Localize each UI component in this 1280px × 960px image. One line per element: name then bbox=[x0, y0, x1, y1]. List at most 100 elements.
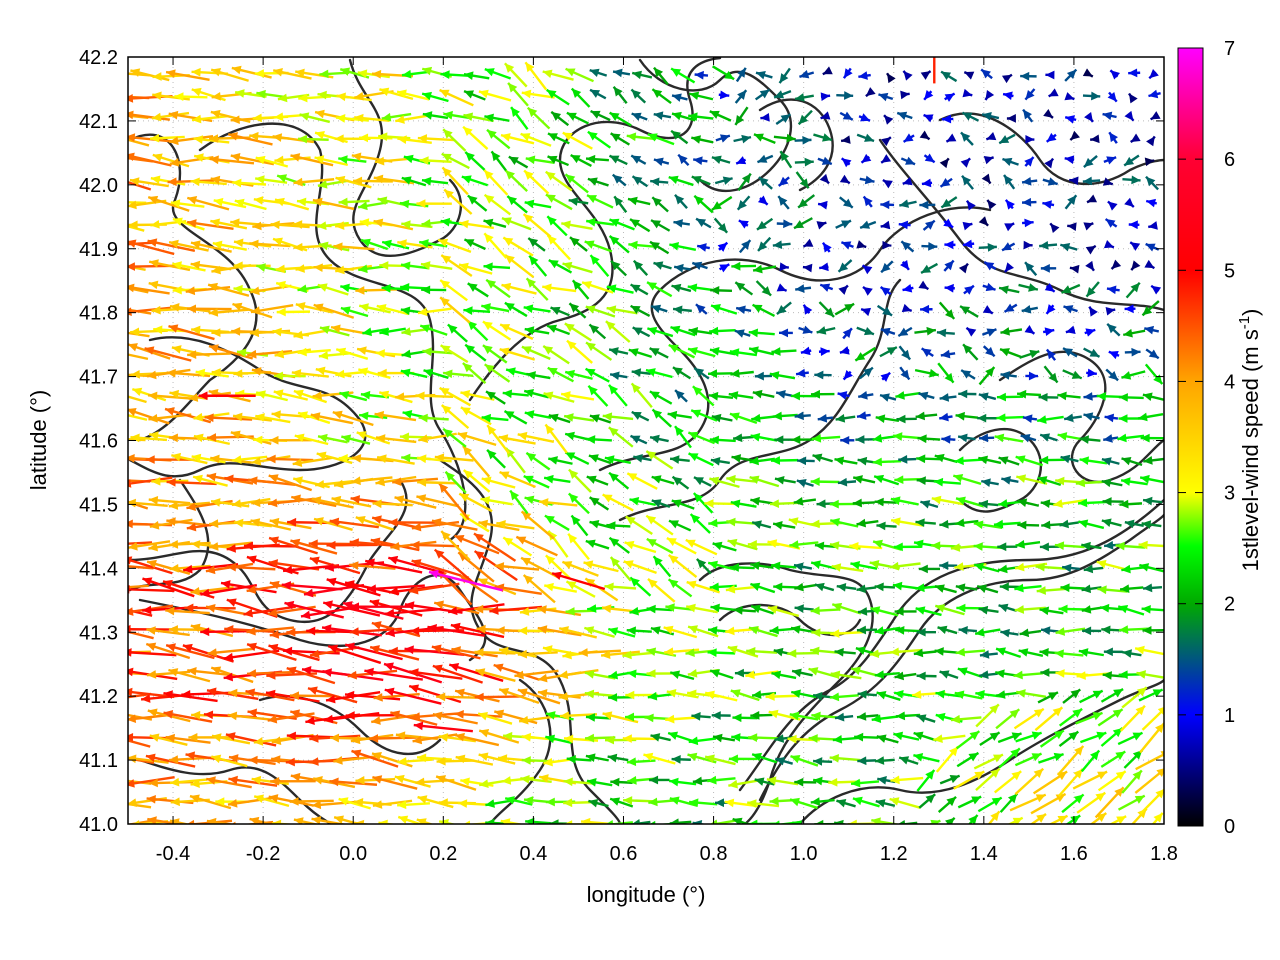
wind-arrow bbox=[667, 578, 693, 598]
wind-arrow-head bbox=[193, 433, 204, 443]
wind-arrow bbox=[733, 606, 756, 615]
wind-arrow bbox=[686, 580, 721, 594]
wind-arrow bbox=[481, 476, 516, 489]
wind-arrow bbox=[856, 240, 867, 249]
wind-arrow-head bbox=[916, 627, 926, 637]
wind-arrow bbox=[1141, 707, 1164, 731]
wind-arrow-head bbox=[708, 626, 718, 635]
wind-arrow bbox=[842, 369, 853, 381]
wind-arrow bbox=[955, 411, 979, 421]
wind-arrow-head bbox=[1016, 689, 1026, 698]
wind-arrow-head bbox=[340, 306, 351, 315]
wind-arrow-head bbox=[705, 754, 715, 764]
wind-arrow bbox=[565, 607, 596, 616]
wind-arrow-head bbox=[441, 255, 452, 264]
wind-arrow-head bbox=[794, 777, 804, 787]
wind-arrow-head bbox=[1044, 327, 1055, 336]
wind-arrow-head bbox=[313, 263, 323, 273]
wind-arrow-head bbox=[627, 669, 637, 679]
wind-arrow-head bbox=[128, 779, 135, 788]
wind-arrow-head bbox=[734, 329, 745, 338]
wind-arrow bbox=[1142, 583, 1163, 593]
wind-arrow-head bbox=[1099, 603, 1110, 613]
wind-arrow-head bbox=[601, 604, 612, 613]
wind-arrow bbox=[243, 605, 296, 618]
wind-arrow-head bbox=[750, 711, 760, 720]
wind-arrow-head bbox=[650, 241, 660, 251]
wind-arrow-head bbox=[1075, 478, 1086, 488]
wind-arrow-head bbox=[609, 235, 620, 246]
wind-arrow bbox=[922, 219, 936, 231]
wind-arrow bbox=[585, 367, 610, 383]
wind-arrow-head bbox=[323, 600, 333, 609]
wind-arrow-head bbox=[811, 711, 821, 721]
wind-arrow bbox=[1062, 347, 1078, 358]
wind-arrow bbox=[464, 343, 487, 362]
wind-arrow bbox=[563, 413, 595, 422]
wind-arrow-head bbox=[1083, 222, 1094, 231]
wind-arrow bbox=[390, 710, 438, 726]
wind-arrow bbox=[668, 519, 692, 532]
wind-arrow-head bbox=[215, 797, 225, 806]
wind-arrow-head bbox=[709, 435, 720, 445]
contour-line bbox=[128, 336, 367, 478]
wind-arrow bbox=[622, 650, 655, 660]
wind-arrow-head bbox=[708, 391, 719, 401]
wind-arrow-head bbox=[890, 775, 900, 785]
wind-arrow bbox=[874, 582, 895, 592]
wind-arrow-head bbox=[877, 776, 887, 785]
wind-arrow-head bbox=[284, 600, 295, 610]
wind-arrow bbox=[146, 626, 190, 637]
wind-arrow bbox=[968, 814, 979, 824]
wind-arrow bbox=[1009, 793, 1047, 812]
wind-arrow bbox=[499, 323, 534, 340]
wind-arrow-head bbox=[545, 711, 556, 720]
wind-arrow bbox=[810, 797, 835, 806]
wind-arrow-head bbox=[768, 709, 779, 719]
wind-arrow bbox=[777, 195, 790, 210]
wind-arrow-head bbox=[311, 800, 322, 810]
wind-arrow bbox=[769, 371, 796, 380]
wind-arrow bbox=[1038, 752, 1064, 764]
wind-arrow-head bbox=[318, 433, 328, 443]
wind-arrow-head bbox=[397, 239, 407, 248]
wind-arrow bbox=[630, 283, 649, 296]
wind-arrow bbox=[544, 514, 570, 531]
wind-arrow-head bbox=[293, 242, 303, 252]
wind-arrow bbox=[998, 747, 1021, 769]
wind-arrow-head bbox=[649, 820, 656, 824]
wind-arrow-head bbox=[489, 606, 499, 615]
wind-arrow-head bbox=[1118, 625, 1129, 634]
wind-arrow-head bbox=[708, 518, 718, 528]
wind-arrow-head bbox=[1053, 752, 1064, 762]
wind-arrow-head bbox=[232, 455, 242, 464]
wind-arrow-head bbox=[894, 475, 904, 485]
wind-arrow-head bbox=[649, 348, 660, 357]
wind-arrow bbox=[211, 754, 248, 768]
wind-arrow-head bbox=[582, 280, 592, 290]
wind-arrow bbox=[1042, 177, 1059, 186]
wind-arrow-head bbox=[224, 625, 234, 634]
wind-arrow bbox=[918, 793, 936, 809]
wind-arrow bbox=[1000, 628, 1019, 638]
wind-arrow bbox=[775, 390, 793, 399]
wind-arrow-head bbox=[524, 495, 535, 505]
wind-arrow bbox=[1036, 415, 1064, 424]
wind-arrow bbox=[265, 689, 320, 703]
wind-arrow-head bbox=[1121, 564, 1131, 574]
wind-arrow-head bbox=[978, 455, 989, 465]
wind-arrow-head bbox=[148, 778, 158, 788]
wind-arrow-head bbox=[588, 385, 598, 396]
wind-arrow bbox=[544, 423, 568, 454]
wind-arrow bbox=[506, 195, 528, 214]
wind-arrow-head bbox=[514, 670, 524, 680]
wind-arrow-head bbox=[377, 368, 387, 378]
wind-arrow bbox=[1078, 519, 1105, 530]
wind-arrow-head bbox=[630, 305, 641, 314]
wind-arrow bbox=[954, 690, 983, 700]
wind-arrow bbox=[522, 213, 552, 238]
wind-arrow bbox=[293, 389, 328, 404]
wind-arrow bbox=[999, 582, 1021, 592]
wind-arrow bbox=[713, 217, 729, 234]
wind-arrow bbox=[944, 240, 956, 250]
